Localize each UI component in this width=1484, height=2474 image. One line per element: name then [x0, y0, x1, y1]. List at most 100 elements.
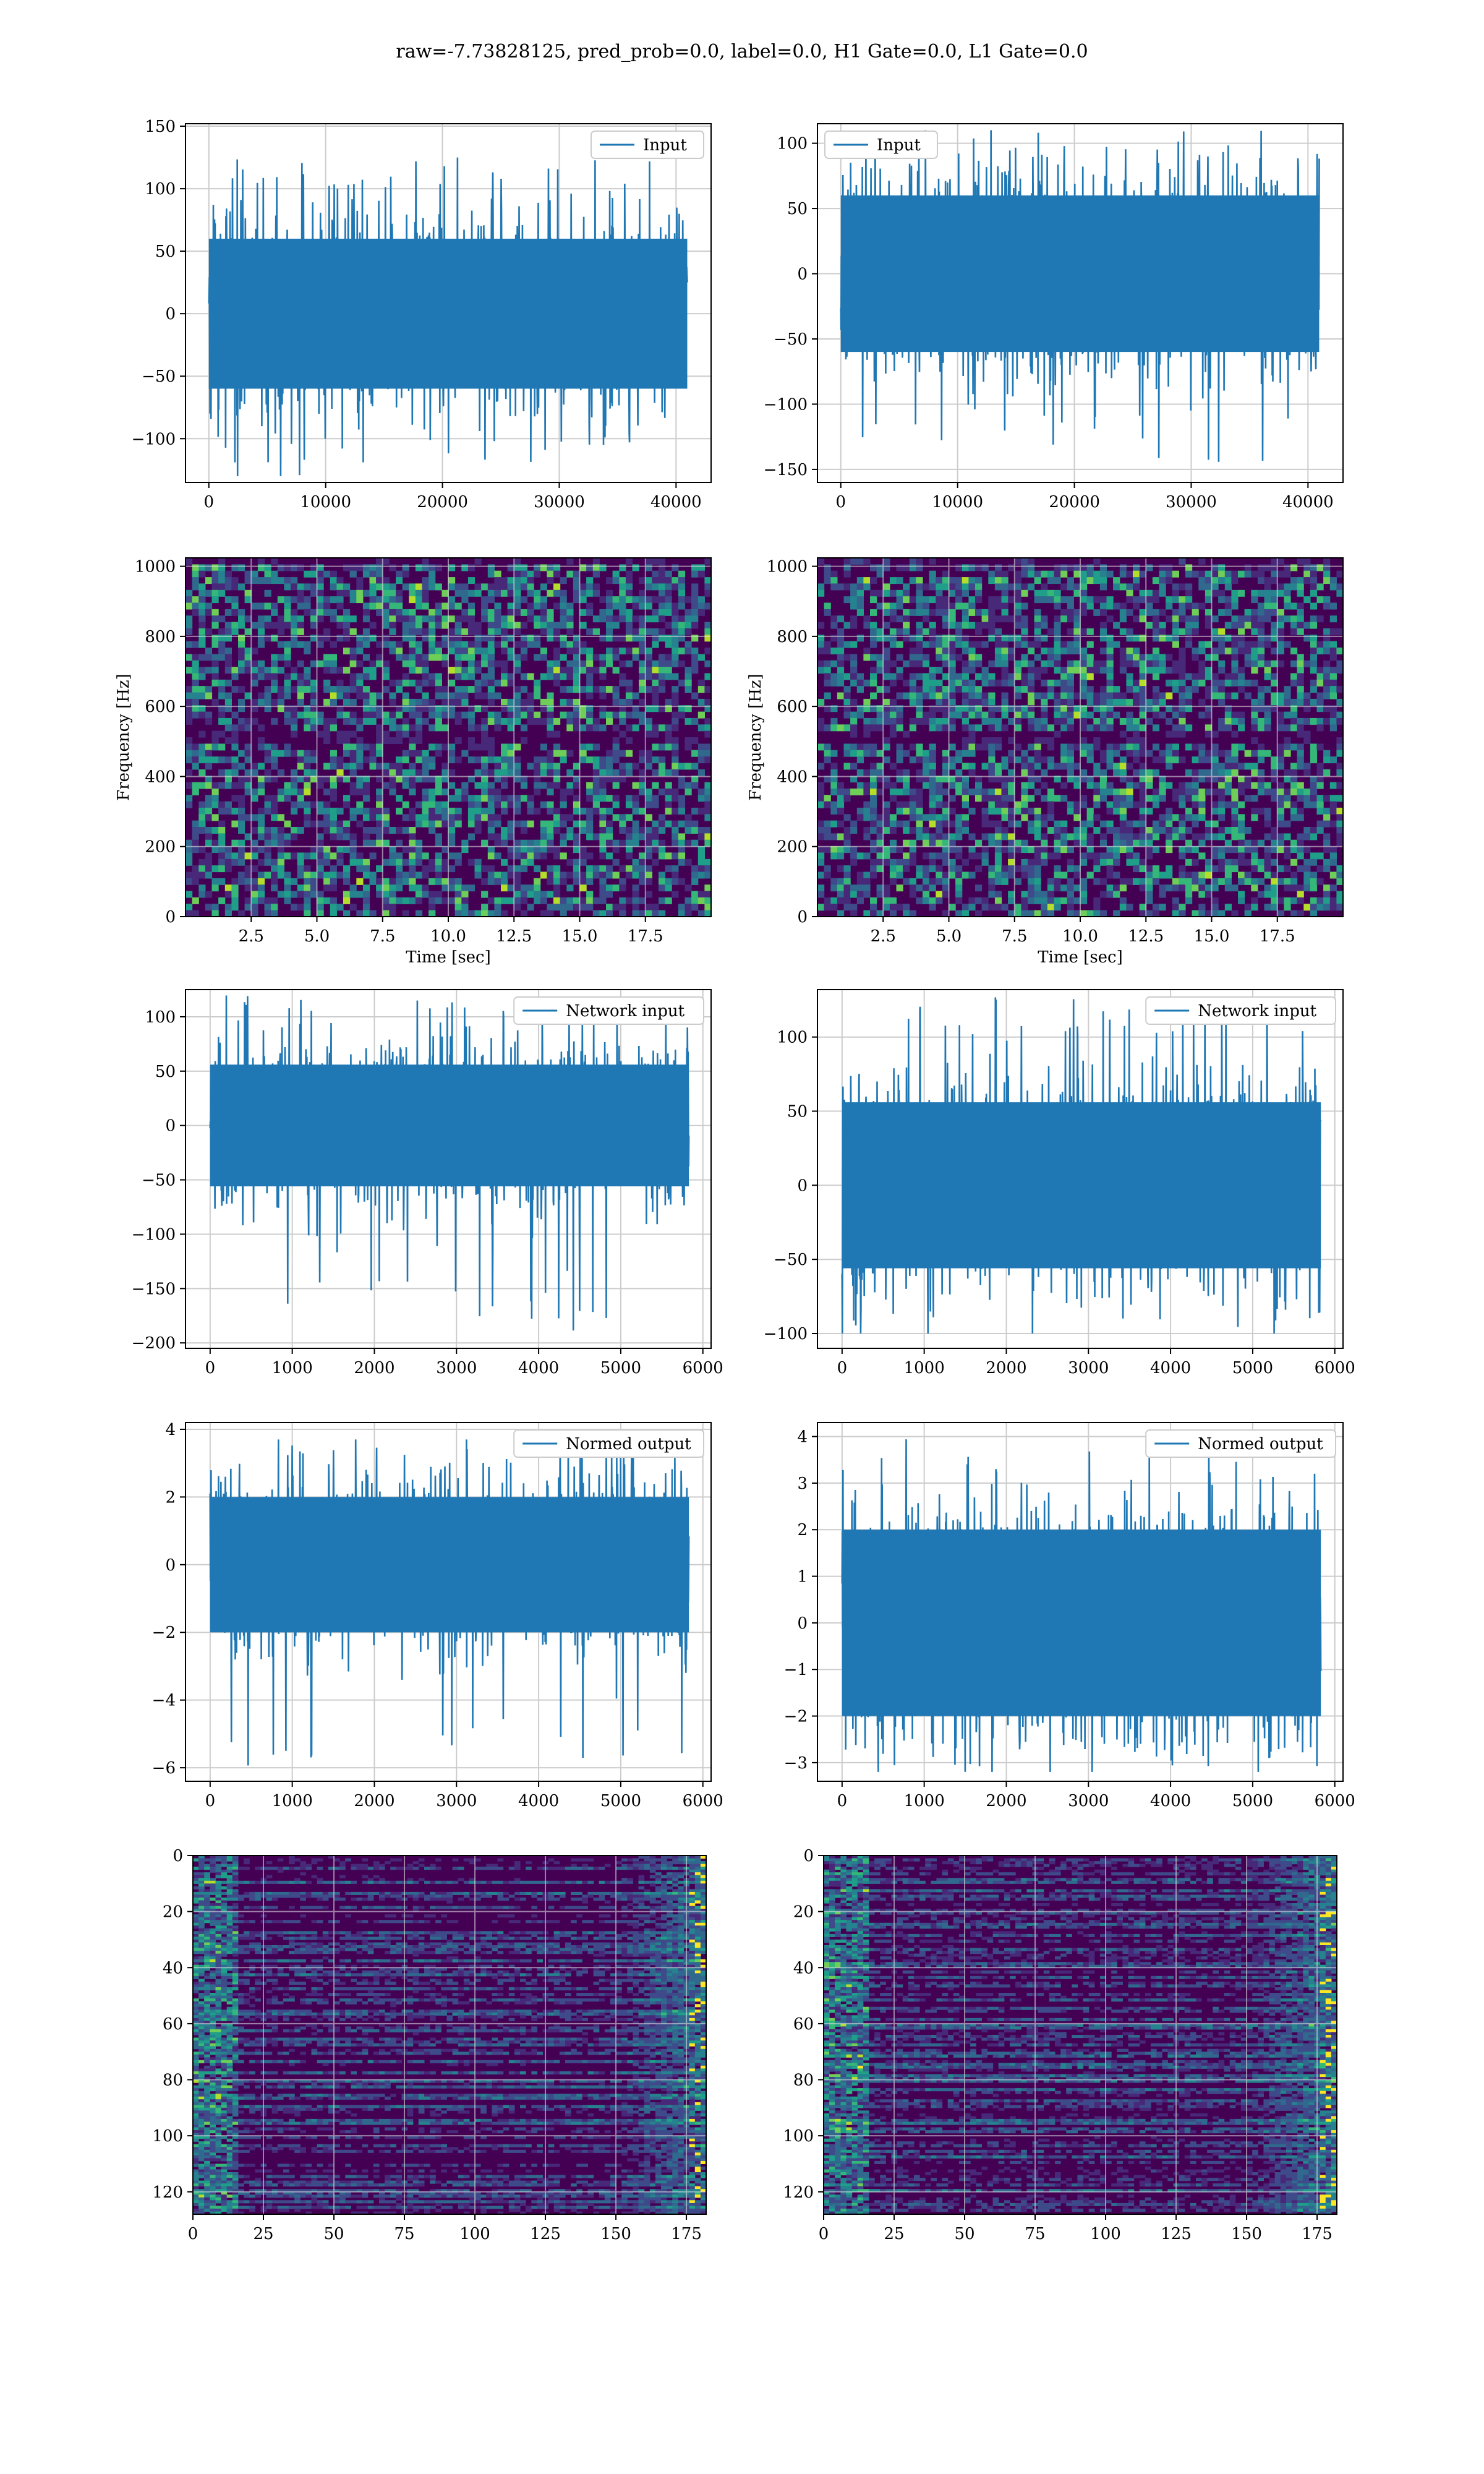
y-tick-label: −50: [774, 330, 808, 349]
y-tick-label: 100: [777, 135, 808, 153]
feat-right-plot: 0 25 50 75 100 125 150 175 0 20 40 60 80 100 120: [783, 1847, 1337, 2243]
x-tick-label: 0: [188, 2225, 198, 2243]
x-tick-label: 10000: [932, 493, 983, 511]
legend-box: [1145, 1429, 1336, 1458]
legend-label: Normed output: [1198, 1435, 1323, 1453]
x-tick-label: 4000: [1150, 1359, 1191, 1377]
x-tick-label: 3000: [1068, 1792, 1109, 1810]
legend: Network input: [513, 996, 704, 1025]
grid-lines: [186, 558, 711, 917]
x-tick-label: 3000: [1068, 1359, 1109, 1377]
y-tick-label: −100: [132, 1225, 176, 1244]
y-tick-label: 0: [165, 1117, 176, 1136]
x-tick-label: 4000: [518, 1792, 559, 1810]
y-tick-label: 600: [145, 698, 176, 716]
x-ticks: 0 1000 2000 3000 4000 5000 6000: [205, 1781, 723, 1810]
legend-label: Input: [877, 136, 921, 155]
legend: Normed output: [1145, 1429, 1336, 1458]
y-tick-label: 0: [797, 1176, 808, 1195]
y-tick-label: 80: [793, 2071, 814, 2090]
y-tick-label: 3: [797, 1475, 808, 1493]
x-tick-label: 10000: [300, 493, 351, 511]
x-tick-label: 10.0: [430, 927, 466, 946]
x-ticks: 2.5 5.0 7.5 10.0 12.5 15.0 17.5: [239, 917, 663, 946]
x-tick-label: 15.0: [1194, 927, 1230, 946]
x-tick-label: 175: [671, 2225, 702, 2243]
y-tick-label: 600: [777, 698, 808, 716]
x-tick-label: 25: [884, 2225, 904, 2243]
x-tick-label: 30000: [534, 493, 585, 511]
x-tick-label: 20000: [1049, 493, 1100, 511]
legend-label: Network input: [1198, 1002, 1316, 1021]
y-tick-label: 0: [797, 265, 808, 284]
y-tick-label: −2: [152, 1624, 176, 1642]
y-tick-label: 20: [793, 1903, 814, 1922]
x-tick-label: 5000: [600, 1792, 641, 1810]
x-tick-label: 2.5: [239, 927, 264, 946]
y-tick-label: 0: [797, 1614, 808, 1633]
x-tick-label: 2000: [354, 1359, 394, 1377]
x-tick-label: 12.5: [496, 927, 532, 946]
legend-label: Normed output: [566, 1435, 691, 1453]
y-tick-label: 100: [152, 2127, 183, 2146]
y-tick-label: 2: [797, 1521, 808, 1539]
y-tick-label: 120: [783, 2183, 814, 2202]
legend-label: Input: [643, 136, 687, 155]
legend-box: [513, 996, 704, 1025]
y-tick-label: −100: [764, 1325, 808, 1343]
series-dense-band: [840, 195, 1320, 353]
y-tick-label: 800: [145, 628, 176, 646]
y-ticks: 0 200 400 600 800 1000: [767, 558, 817, 927]
spec-right-plot: 2.5 5.0 7.5 10.0 12.5 15.0 17.5 0 200 400 600 800 10…: [746, 557, 1344, 967]
y-tick-label: −100: [764, 395, 808, 414]
heatmap-cells: [817, 558, 1344, 917]
y-tick-label: 50: [155, 1063, 176, 1081]
x-tick-label: 0: [205, 1792, 216, 1810]
y-tick-label: 400: [777, 768, 808, 786]
axes-frame: [185, 123, 712, 483]
x-tick-label: 75: [1025, 2225, 1045, 2243]
x-tick-label: 15.0: [562, 927, 598, 946]
x-tick-label: 2000: [986, 1359, 1026, 1377]
y-ticks: −100 −50 0 50 100: [764, 1029, 817, 1343]
axes-frame: [817, 1422, 1344, 1782]
y-tick-label: 800: [777, 628, 808, 646]
x-ticks: 2.5 5.0 7.5 10.0 12.5 15.0 17.5: [871, 917, 1295, 946]
y-tick-label: −50: [142, 1171, 176, 1190]
y-tick-label: 1000: [135, 558, 176, 576]
y-tick-label: 400: [145, 768, 176, 786]
x-tick-label: 150: [600, 2225, 631, 2243]
y-ticks: −200 −150 −100 −50 0 50 100: [132, 1008, 186, 1353]
series-dense-band: [842, 1102, 1321, 1269]
x-tick-label: 30000: [1166, 493, 1217, 511]
legend: Input: [824, 131, 938, 159]
x-tick-label: 2000: [354, 1792, 394, 1810]
x-tick-label: 0: [837, 1359, 848, 1377]
x-tick-label: 7.5: [370, 927, 395, 946]
x-tick-label: 75: [394, 2225, 414, 2243]
x-tick-label: 50: [323, 2225, 344, 2243]
x-tick-label: 17.5: [628, 927, 663, 946]
legend: Input: [591, 131, 704, 159]
y-tick-label: −1: [784, 1661, 808, 1679]
x-tick-label: 150: [1231, 2225, 1262, 2243]
x-tick-label: 40000: [1282, 493, 1334, 511]
y-ticks: −3 −2 −1 0 1 2 3 4: [784, 1428, 817, 1773]
y-tick-label: 1000: [767, 558, 808, 576]
x-tick-label: 0: [819, 2225, 829, 2243]
x-tick-label: 6000: [1315, 1359, 1355, 1377]
y-tick-label: 50: [787, 1103, 808, 1121]
x-tick-label: 6000: [1315, 1792, 1355, 1810]
legend-box: [591, 131, 704, 159]
y-tick-label: 40: [163, 1959, 183, 1977]
x-tick-label: 5.0: [936, 927, 962, 946]
x-tick-label: 5000: [1232, 1359, 1273, 1377]
y-tick-label: 80: [163, 2071, 183, 2090]
y-tick-label: 100: [145, 1008, 176, 1027]
x-tick-label: 125: [1161, 2225, 1192, 2243]
y-tick-label: −4: [152, 1692, 176, 1710]
axes-frame: [185, 989, 712, 1349]
ts-norm-right-plot: Normed output 0 1000 2000 3000 4000 5000 6000 −3…: [784, 1422, 1355, 1810]
